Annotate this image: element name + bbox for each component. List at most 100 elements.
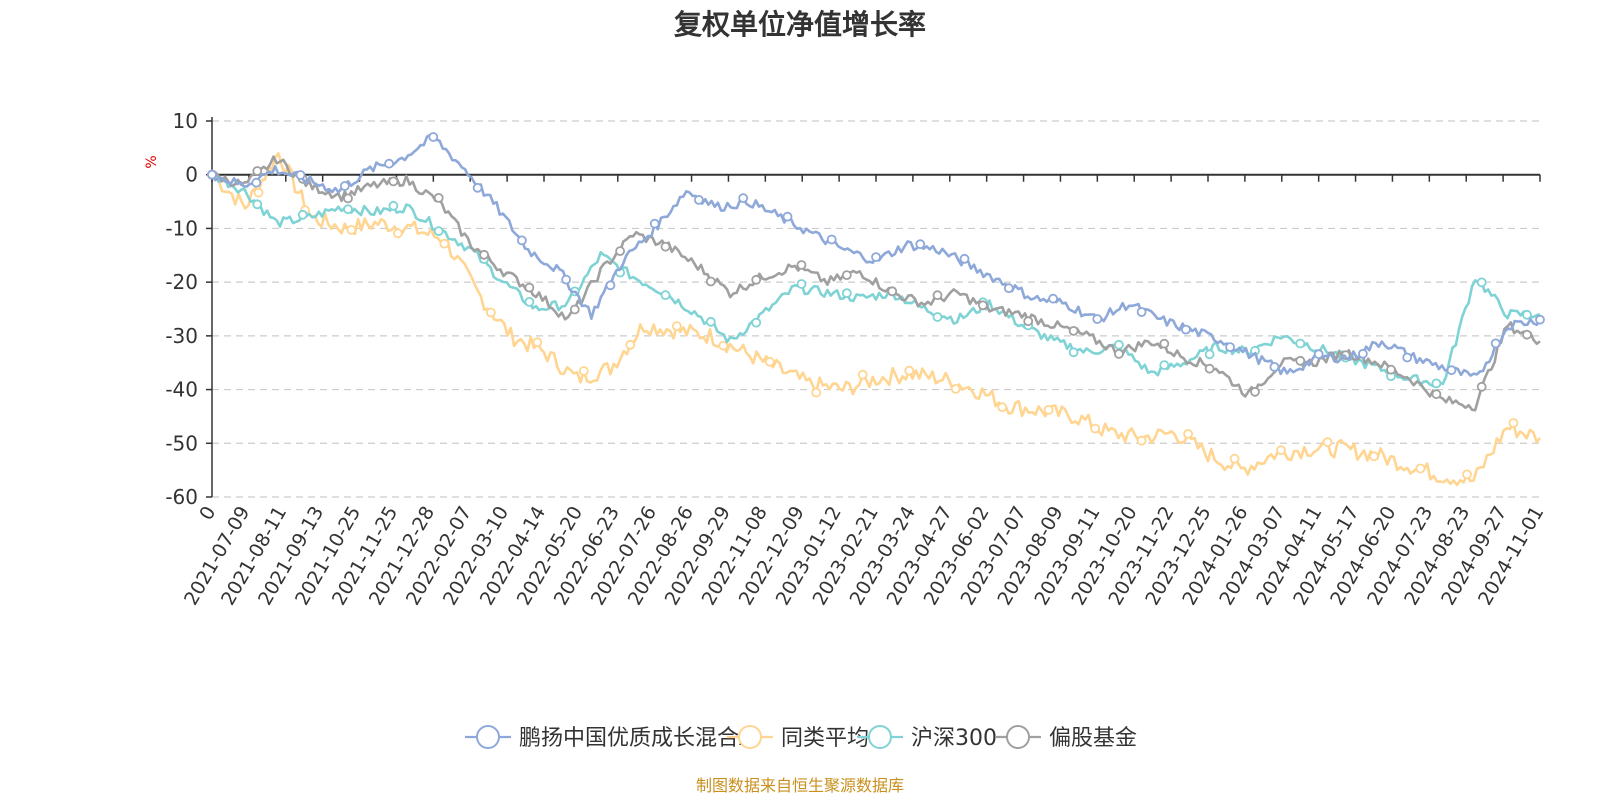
series-marker: [796, 279, 807, 289]
series-marker: [1476, 277, 1487, 288]
series-marker: [1402, 352, 1413, 363]
series-marker: [904, 365, 915, 376]
series-marker: [388, 176, 399, 187]
series-marker: [1369, 451, 1379, 462]
series-marker: [339, 181, 350, 191]
series-marker: [1159, 360, 1170, 371]
legend-marker-icon: [868, 725, 892, 749]
series-marker: [1229, 453, 1240, 464]
series-marker: [660, 241, 671, 252]
series-marker: [1204, 363, 1215, 374]
series-marker: [1276, 445, 1286, 456]
series-marker: [1295, 338, 1306, 349]
series-marker: [660, 290, 671, 301]
series-marker: [1183, 428, 1193, 439]
series-marker: [932, 312, 943, 322]
series-marker: [950, 383, 961, 394]
series-line: [211, 152, 1542, 487]
legend-marker-icon: [738, 725, 762, 749]
series-marker: [439, 238, 450, 249]
series-marker: [764, 356, 775, 367]
series-marker: [384, 158, 395, 169]
series-marker: [841, 288, 852, 299]
series-marker: [295, 170, 306, 180]
series-marker: [978, 300, 988, 311]
series-marker: [1476, 381, 1487, 392]
series-marker: [841, 270, 852, 281]
series-marker: [997, 402, 1008, 413]
series-marker: [472, 182, 483, 193]
series-marker: [915, 239, 926, 250]
series-marker: [251, 177, 262, 188]
chart-title: 复权单位净值增长率: [674, 8, 926, 41]
series-marker: [578, 366, 589, 376]
y-tick-label: -50: [165, 431, 198, 455]
series-marker: [871, 252, 881, 263]
legend[interactable]: 鹏扬中国优质成长混合A 同类平均 沪深300 偏股基金: [465, 725, 1137, 751]
series-marker: [1204, 349, 1215, 360]
legend-item[interactable]: 鹏扬中国优质成长混合A: [465, 725, 754, 751]
series-marker: [1090, 423, 1100, 434]
series-marker: [826, 234, 837, 245]
series-marker: [694, 194, 704, 205]
series-marker: [1522, 329, 1532, 340]
series-marker: [1048, 293, 1058, 304]
series-marker: [705, 316, 716, 327]
series-marker: [1508, 418, 1519, 428]
series-marker: [479, 249, 490, 260]
series-marker: [751, 274, 762, 285]
series-marker: [782, 211, 793, 222]
series-marker: [433, 226, 444, 237]
legend-marker-icon: [476, 725, 500, 749]
series-marker: [1159, 338, 1170, 349]
series-marker: [1003, 283, 1014, 294]
series-marker: [392, 228, 403, 239]
series-marker: [887, 286, 898, 297]
legend-item[interactable]: 同类平均: [727, 725, 869, 751]
series-marker: [428, 132, 439, 142]
x-tick-label: 0: [195, 503, 220, 524]
legend-item[interactable]: 沪深300: [857, 725, 997, 751]
series-marker: [485, 307, 496, 318]
x-axis: [211, 173, 1541, 182]
legend-item[interactable]: 偏股基金: [995, 725, 1137, 751]
series-marker: [1181, 324, 1191, 335]
legend-label: 同类平均: [781, 726, 869, 751]
series-marker: [1446, 365, 1457, 376]
y-tick-label: 0: [185, 163, 198, 187]
series-marker: [1490, 338, 1501, 349]
series-marker: [346, 224, 357, 235]
y-tick-label: -40: [165, 378, 198, 402]
series-marker: [388, 200, 399, 211]
series-marker: [252, 166, 263, 176]
series-marker: [524, 282, 535, 293]
series-marker: [932, 290, 943, 301]
series-marker: [1431, 389, 1442, 400]
series-marker: [433, 192, 444, 203]
series-marker: [1225, 342, 1235, 353]
series-marker: [1295, 355, 1306, 366]
series-marker: [561, 274, 571, 285]
y-axis-unit: %: [144, 155, 160, 168]
series-marker: [1415, 463, 1426, 474]
series-marker: [738, 193, 749, 204]
series-marker: [1462, 469, 1472, 480]
series-marker: [1522, 309, 1532, 320]
series-marker: [1358, 348, 1368, 359]
series-lines: [207, 132, 1545, 487]
series-marker: [343, 193, 353, 204]
data-source-note: 制图数据来自恒生聚源数据库: [696, 776, 904, 795]
y-tick-label: -60: [165, 485, 198, 509]
series-marker: [1068, 347, 1079, 358]
series-marker: [532, 337, 543, 348]
series-marker: [517, 235, 527, 246]
y-tick-label: -20: [165, 270, 198, 294]
series-marker: [671, 321, 682, 332]
series-marker: [649, 218, 660, 229]
series-marker: [751, 317, 762, 328]
series-marker: [524, 296, 535, 307]
series-marker: [1322, 437, 1333, 448]
y-tick-label: -30: [165, 324, 198, 348]
series-marker: [569, 304, 580, 315]
series-marker: [1431, 378, 1442, 389]
